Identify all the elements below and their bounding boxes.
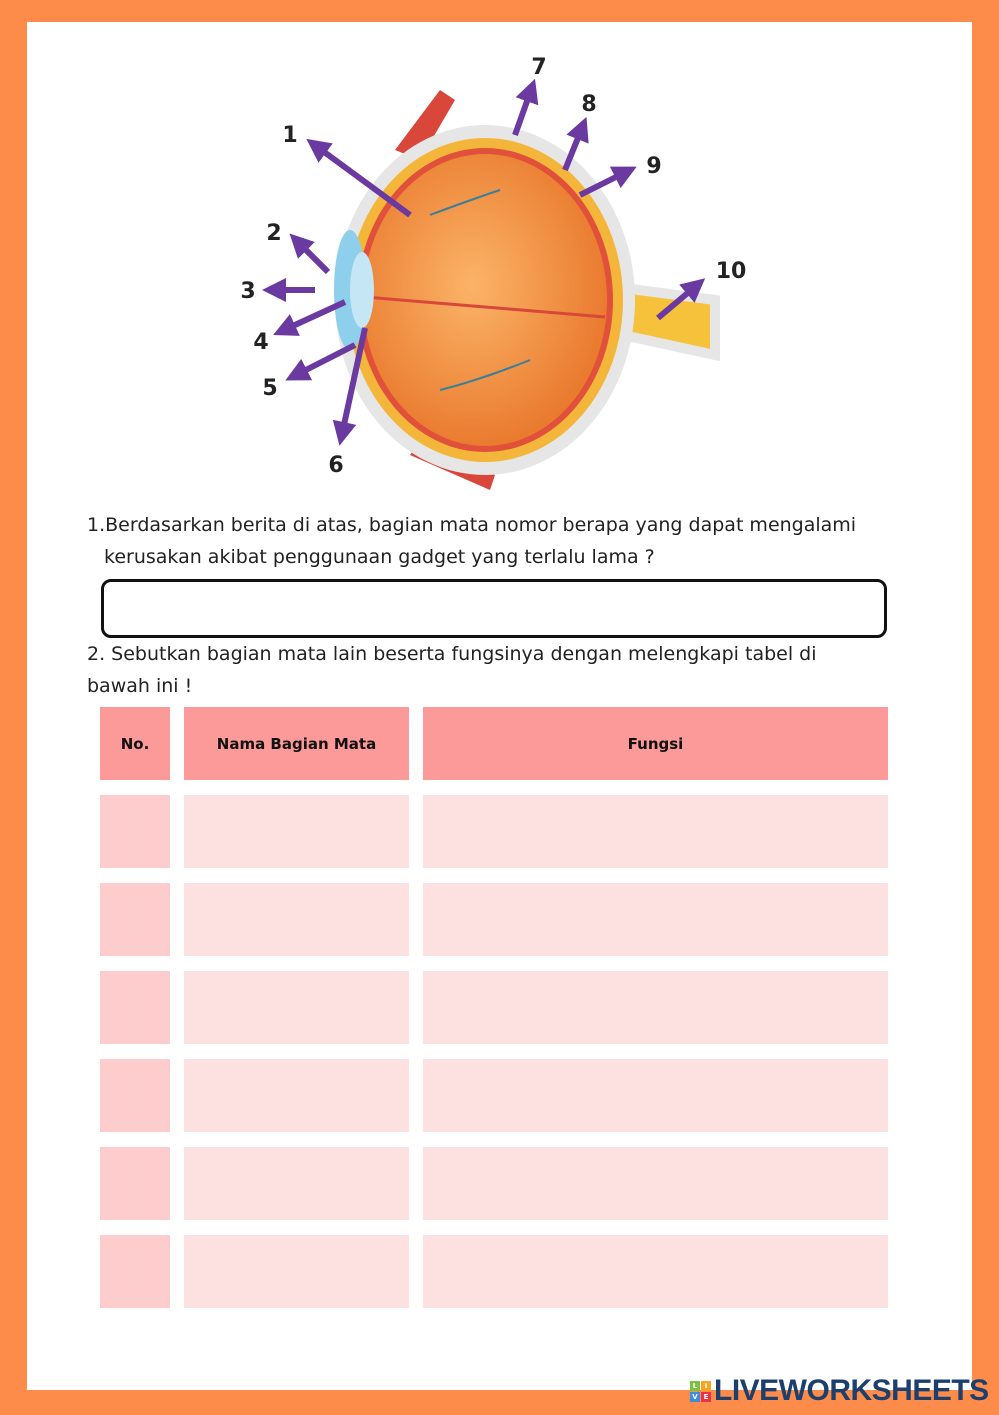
arrow-5 <box>285 342 357 381</box>
arrow-2 <box>289 233 331 275</box>
row-3-no-input[interactable] <box>100 971 170 1044</box>
arrow-7 <box>512 78 539 137</box>
arrow-1 <box>306 138 412 218</box>
eye-anatomy-diagram: 1 2 3 4 5 6 7 8 9 10 <box>240 55 747 490</box>
row-5-nama-input[interactable] <box>184 1147 409 1220</box>
row-1-fungsi-input[interactable] <box>423 795 888 868</box>
row-3-nama-input[interactable] <box>184 971 409 1044</box>
arrow-9 <box>578 166 637 198</box>
label-3: 3 <box>240 279 255 304</box>
row-2-fungsi-input[interactable] <box>423 883 888 956</box>
arrow-10 <box>656 278 706 321</box>
row-4-no-input[interactable] <box>100 1059 170 1132</box>
question-2: 2. Sebutkan bagian mata lain beserta fun… <box>87 638 817 702</box>
row-5-fungsi-input[interactable] <box>423 1147 888 1220</box>
row-6-fungsi-input[interactable] <box>423 1235 888 1308</box>
label-4: 4 <box>253 330 268 355</box>
question-1: 1.Berdasarkan berita di atas, bagian mat… <box>87 509 856 573</box>
label-2: 2 <box>266 221 281 246</box>
row-6-nama-input[interactable] <box>184 1235 409 1308</box>
logo-text: LIVEWORKSHEETS <box>714 1374 989 1407</box>
row-1-nama-input[interactable] <box>184 795 409 868</box>
row-2-nama-input[interactable] <box>184 883 409 956</box>
header-fungsi: Fungsi <box>423 707 888 780</box>
header-nama: Nama Bagian Mata <box>184 707 409 780</box>
question-2-line2: bawah ini ! <box>87 675 193 697</box>
arrow-6 <box>332 327 368 446</box>
arrow-8 <box>562 116 589 172</box>
row-4-fungsi-input[interactable] <box>423 1059 888 1132</box>
header-no: No. <box>100 707 170 780</box>
label-1: 1 <box>282 123 297 148</box>
label-9: 9 <box>646 154 661 179</box>
label-5: 5 <box>262 376 277 401</box>
question-1-answer-input[interactable] <box>101 579 887 638</box>
question-2-line1: 2. Sebutkan bagian mata lain beserta fun… <box>87 643 817 665</box>
label-10: 10 <box>716 259 747 284</box>
row-4-nama-input[interactable] <box>184 1059 409 1132</box>
row-1-no-input[interactable] <box>100 795 170 868</box>
question-1-number: 1. <box>87 514 106 536</box>
row-2-no-input[interactable] <box>100 883 170 956</box>
lens <box>350 252 374 328</box>
label-7: 7 <box>531 55 546 80</box>
label-8: 8 <box>581 92 596 117</box>
question-1-line2: kerusakan akibat penggunaan gadget yang … <box>104 546 655 568</box>
arrow-4 <box>273 299 347 336</box>
row-6-no-input[interactable] <box>100 1235 170 1308</box>
muscle-top <box>395 90 455 160</box>
question-1-line1: Berdasarkan berita di atas, bagian mata … <box>105 514 857 536</box>
row-5-no-input[interactable] <box>100 1147 170 1220</box>
pointer-arrows <box>262 78 706 446</box>
row-3-fungsi-input[interactable] <box>423 971 888 1044</box>
label-6: 6 <box>328 453 343 478</box>
